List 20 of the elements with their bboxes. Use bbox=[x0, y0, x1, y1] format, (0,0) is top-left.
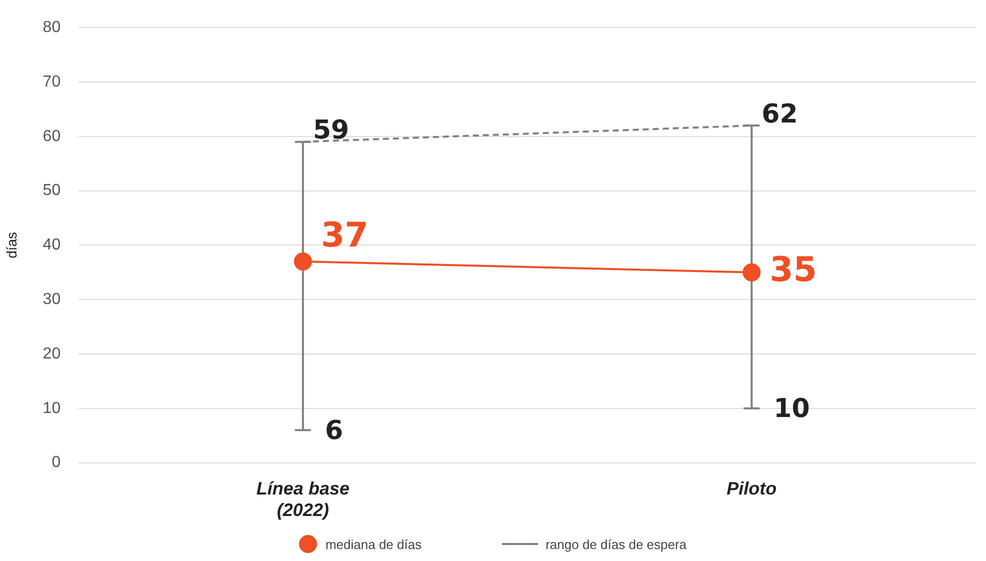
legend-label: mediana de días bbox=[325, 536, 422, 552]
data-label: 59 bbox=[312, 116, 350, 146]
annotation: 10 bbox=[774, 394, 810, 424]
legend-label: rango de días de espera bbox=[546, 536, 687, 552]
data-label: 62 bbox=[762, 99, 798, 130]
y-tick-label: 80 bbox=[42, 19, 61, 36]
y-tick-label: 70 bbox=[42, 73, 61, 90]
y-tick-label: 10 bbox=[42, 400, 61, 417]
y-tick-label: 30 bbox=[42, 291, 61, 308]
y-tick-label: 50 bbox=[42, 182, 61, 200]
y-tick-label: 40 bbox=[42, 236, 61, 254]
data-label: 35 bbox=[770, 250, 817, 290]
x-tick-label: Piloto bbox=[726, 478, 777, 499]
y-tick-label: 20 bbox=[42, 345, 61, 362]
data-label: 37 bbox=[320, 215, 368, 256]
y-axis-title: días bbox=[3, 232, 20, 258]
x-tick-label: Línea base (2022) bbox=[256, 478, 350, 520]
y-tick-label: 0 bbox=[52, 454, 61, 472]
annotation: 6 bbox=[324, 416, 344, 446]
y-tick-label: 60 bbox=[42, 128, 61, 145]
